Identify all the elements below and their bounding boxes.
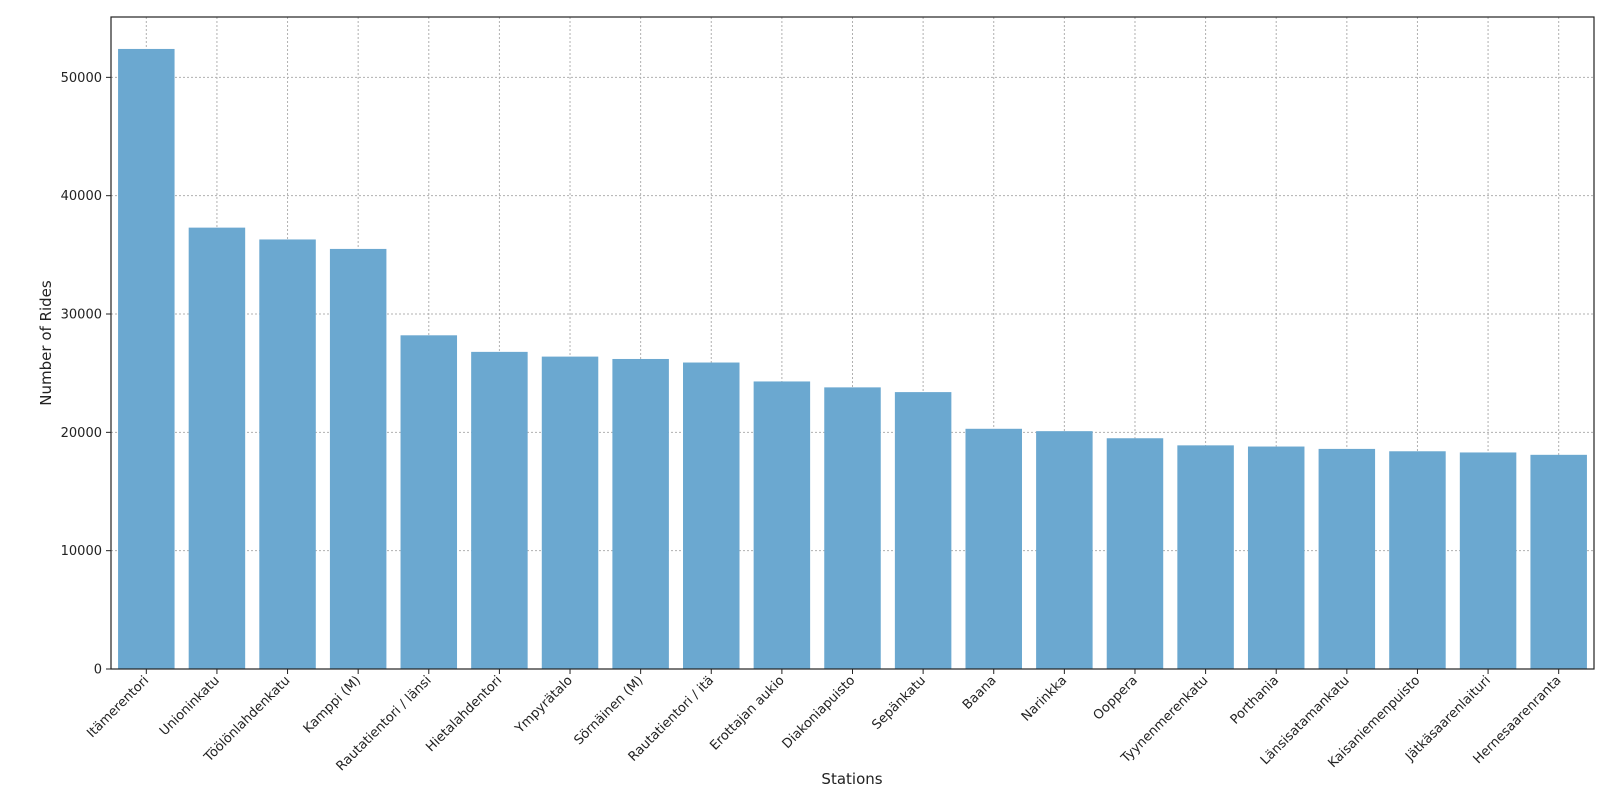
y-tick-label: 20000 — [61, 426, 102, 441]
bar — [118, 48, 175, 670]
bar — [1247, 446, 1305, 669]
x-tick-label: Ooppera — [1091, 673, 1141, 723]
bar — [612, 358, 669, 669]
x-tick-label: Sörnäinen (M) — [571, 673, 646, 748]
bar — [1459, 452, 1517, 669]
bar — [541, 356, 599, 669]
bar — [1530, 454, 1587, 669]
x-tick-label: Narinkka — [1019, 673, 1070, 724]
bar — [1389, 451, 1446, 669]
bar — [965, 428, 1022, 669]
x-tick-label: Kamppi (M) — [301, 673, 364, 736]
bar — [1318, 448, 1376, 669]
y-axis-ticks: 0 10000 20000 30000 40000 50000 — [61, 71, 111, 678]
y-tick-label: 40000 — [61, 189, 102, 204]
y-tick-label: 50000 — [61, 71, 102, 86]
x-tick-label: Baana — [960, 673, 1000, 713]
bar — [1036, 431, 1093, 669]
y-tick-label: 10000 — [61, 544, 102, 559]
bar — [400, 335, 458, 669]
bar — [471, 351, 528, 669]
bar — [894, 392, 952, 669]
x-tick-label: Itämerentori — [84, 673, 152, 741]
bar — [824, 387, 881, 669]
gridlines — [111, 17, 1594, 669]
bar — [188, 227, 246, 670]
y-tick-label: 0 — [94, 663, 102, 678]
x-tick-label: Hietalahdentori — [423, 673, 505, 755]
x-tick-label: Erottajan aukio — [707, 673, 787, 753]
y-tick-label: 30000 — [61, 308, 102, 323]
bar — [259, 239, 316, 669]
x-tick-label: Sepänkatu — [869, 673, 929, 733]
x-tick-label: Ympyrätalo — [512, 673, 576, 737]
x-tick-label: Porthania — [1228, 673, 1282, 727]
bar — [753, 381, 811, 669]
bars — [118, 48, 1587, 670]
bar — [1177, 445, 1234, 669]
bar — [1106, 438, 1164, 669]
x-tick-label: Diakoniapuisto — [780, 673, 859, 752]
bar — [329, 248, 387, 669]
y-axis-label: Number of Rides — [37, 280, 55, 406]
bar — [683, 362, 740, 669]
x-tick-label: Unioninkatu — [157, 673, 223, 739]
x-axis-label: Stations — [821, 770, 882, 788]
